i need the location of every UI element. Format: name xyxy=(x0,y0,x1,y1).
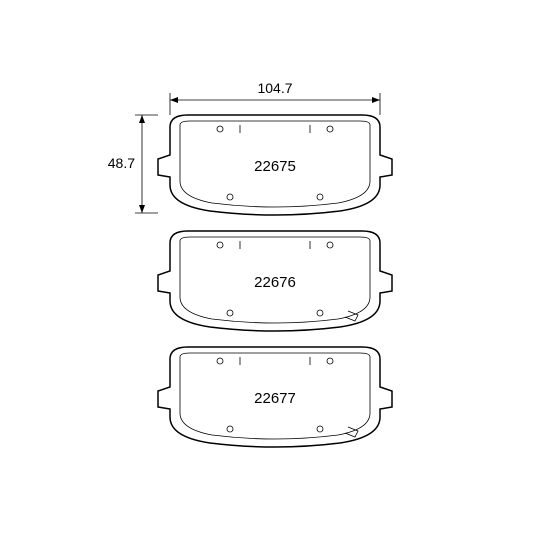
brake-pad-2: 22676 xyxy=(158,231,392,331)
pad-2-label: 22676 xyxy=(254,274,296,291)
pad-1-label: 22675 xyxy=(254,158,296,175)
width-dimension: 104.7 xyxy=(170,80,380,115)
height-dim-label: 48.7 xyxy=(108,155,135,171)
brake-pad-3: 22677 xyxy=(158,347,392,447)
pad-3-label: 22677 xyxy=(254,390,296,407)
brake-pad-1: 22675 xyxy=(158,115,392,215)
width-dim-label: 104.7 xyxy=(257,80,292,96)
brake-pad-diagram: 104.7 48.7 22675 22676 xyxy=(80,55,460,485)
height-dimension: 48.7 xyxy=(108,115,158,213)
diagram-svg: 104.7 48.7 22675 22676 xyxy=(80,55,460,485)
